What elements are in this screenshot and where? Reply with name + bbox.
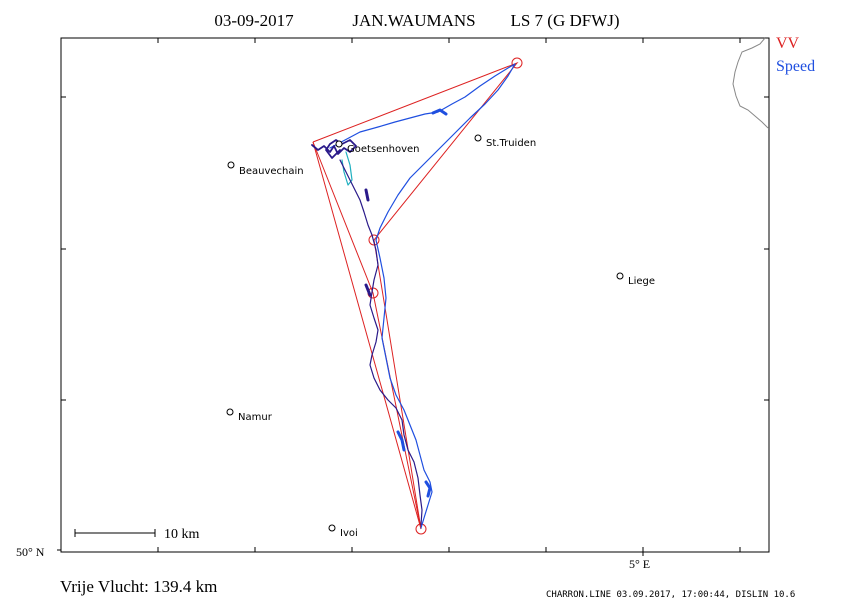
- place-label: Goetsenhoven: [347, 144, 420, 155]
- lon-label: 5° E: [629, 557, 650, 571]
- title-pilot: JAN.WAUMANS: [352, 11, 475, 30]
- distance-readout: Vrije Vlucht: 139.4 km: [60, 577, 217, 596]
- scale-label: 10 km: [164, 527, 200, 542]
- title-date: 03-09-2017: [214, 11, 294, 30]
- place-label: Ivoi: [340, 528, 358, 539]
- place-label: St.Truiden: [486, 138, 536, 149]
- map-frame: [60, 37, 770, 553]
- places: Goetsenhoven St.Truiden Beauvechain Lieg…: [226, 134, 655, 539]
- lat-label: 50° N: [16, 545, 45, 559]
- place-st-truiden: St.Truiden: [474, 134, 536, 149]
- flight-track: [311, 63, 516, 529]
- title: 03-09-2017 JAN.WAUMANS LS 7 (G DFWJ): [214, 11, 619, 30]
- credit-line: CHARRON.LINE 03.09.2017, 17:00:44, DISLI…: [546, 590, 795, 600]
- place-label: Liege: [628, 276, 655, 287]
- scale-bar: 10 km: [74, 527, 200, 542]
- country-border: [732, 37, 769, 129]
- place-namur: Namur: [226, 408, 273, 423]
- place-label: Namur: [238, 412, 273, 423]
- task-lines: [312, 61, 519, 530]
- place-liege: Liege: [616, 272, 655, 287]
- legend-vv: VV: [776, 35, 800, 52]
- place-ivoi: Ivoi: [328, 524, 358, 539]
- place-goetsenhoven: Goetsenhoven: [335, 140, 420, 155]
- legend-speed: Speed: [776, 58, 815, 75]
- axis-ticks: [57, 38, 769, 556]
- place-label: Beauvechain: [239, 166, 304, 177]
- title-glider: LS 7 (G DFWJ): [510, 11, 619, 30]
- place-beauvechain: Beauvechain: [227, 161, 304, 177]
- turnpoint-markers: [367, 57, 523, 535]
